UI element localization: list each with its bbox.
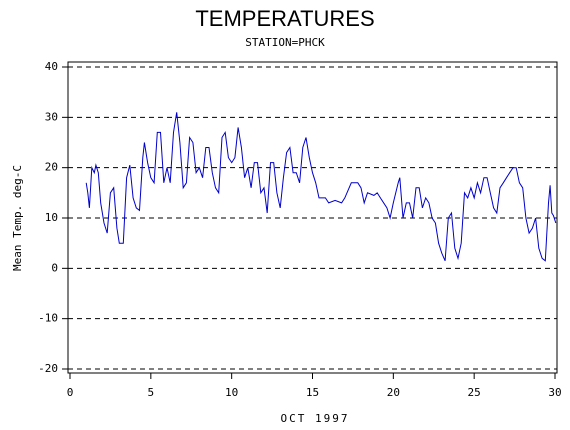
x-tick-label: 5	[148, 386, 155, 399]
x-tick-label: 30	[548, 386, 561, 399]
chart-title: TEMPERATURES	[195, 6, 374, 31]
x-axis-label: OCT 1997	[281, 412, 350, 425]
y-tick-label: 10	[45, 211, 58, 224]
x-tick-label: 10	[225, 386, 238, 399]
y-tick-label: 30	[45, 110, 58, 123]
y-axis-label: Mean Temp. deg-C	[11, 165, 24, 271]
x-tick-label: 25	[468, 386, 481, 399]
y-tick-label: 0	[51, 261, 58, 274]
y-tick-label: -10	[38, 312, 58, 325]
y-tick-label: -20	[38, 362, 58, 375]
data-line	[85, 112, 557, 262]
chart-subtitle: STATION=PHCK	[245, 36, 325, 49]
x-tick-label: 0	[67, 386, 74, 399]
y-tick-label: 20	[45, 161, 58, 174]
y-tick-label: 40	[45, 60, 58, 73]
x-tick-label: 15	[306, 386, 319, 399]
x-tick-label: 20	[387, 386, 400, 399]
